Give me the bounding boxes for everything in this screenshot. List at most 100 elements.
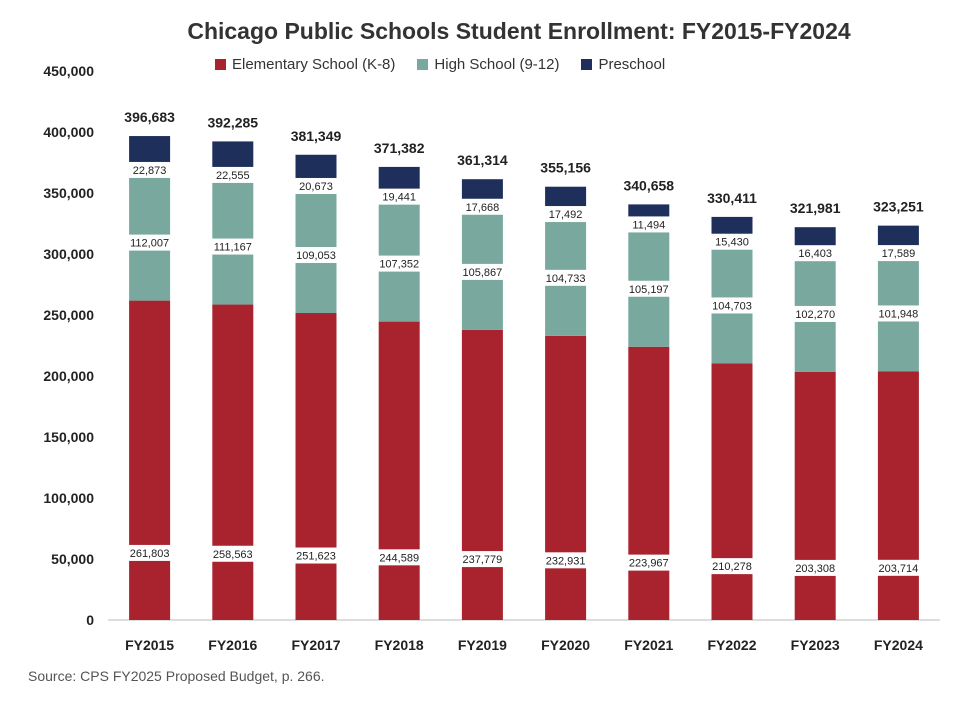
data-label-elementary-bg	[872, 559, 925, 576]
bar-segment-elementary	[711, 363, 753, 620]
data-label-preschool: 17,589	[882, 248, 916, 260]
data-label-preschool: 17,668	[466, 202, 500, 214]
data-label-high-school-bg	[456, 263, 509, 280]
data-label-high-school-bg	[872, 305, 925, 322]
data-label-preschool: 19,441	[382, 192, 416, 204]
data-label-elementary: 210,278	[712, 561, 752, 573]
data-label-high-school-bg	[289, 247, 343, 264]
x-tick-label: FY2020	[541, 637, 590, 653]
bar-segment-preschool	[129, 136, 171, 164]
data-label-elementary: 203,714	[879, 563, 919, 575]
y-tick-label: 400,000	[43, 124, 94, 140]
data-label-preschool-bg	[126, 161, 173, 178]
data-label-preschool: 11,494	[632, 219, 665, 231]
data-label-high-school: 104,733	[546, 273, 586, 285]
data-label-preschool-bg	[376, 188, 422, 205]
data-label-preschool-bg	[792, 245, 838, 262]
x-tick-label: FY2021	[624, 637, 673, 653]
data-label-preschool: 15,430	[715, 237, 749, 249]
bar-segment-elementary	[628, 346, 670, 620]
data-label-elementary-bg	[456, 551, 509, 568]
data-label-high-school-bg	[705, 297, 759, 314]
data-label-elementary-bg	[705, 558, 759, 575]
bar-segment-elementary	[129, 300, 171, 620]
y-tick-label: 100,000	[43, 490, 94, 506]
x-tick-label: FY2018	[375, 637, 424, 653]
y-tick-label: 300,000	[43, 246, 94, 262]
data-label-high-school-bg	[373, 255, 426, 272]
data-label-high-school: 105,867	[463, 267, 503, 279]
data-label-high-school: 109,053	[296, 250, 336, 262]
bar-segment-preschool	[877, 225, 919, 248]
x-tick-label: FY2016	[208, 637, 257, 653]
data-label-total: 392,285	[207, 114, 258, 130]
x-tick-label: FY2017	[291, 637, 340, 653]
y-tick-label: 50,000	[51, 551, 94, 567]
data-label-elementary: 223,967	[629, 558, 669, 570]
data-label-preschool: 17,492	[549, 209, 583, 221]
bar-segment-preschool	[628, 204, 670, 219]
data-label-elementary-bg	[373, 549, 426, 566]
data-label-preschool-bg	[626, 216, 672, 233]
legend-item-high-school: High School (9-12)	[417, 56, 559, 73]
legend-swatch-high-school	[417, 59, 429, 70]
data-label-preschool-bg	[459, 198, 506, 215]
data-label-elementary-bg	[539, 552, 592, 569]
data-label-elementary: 251,623	[296, 551, 336, 563]
bar-segment-high-school	[295, 179, 337, 314]
x-tick-label: FY2015	[125, 637, 174, 653]
bar-segment-elementary	[545, 335, 587, 620]
x-tick-label: FY2019	[458, 637, 507, 653]
y-tick-label: 150,000	[43, 429, 94, 445]
data-label-elementary: 203,308	[795, 563, 835, 575]
data-label-high-school-bg	[206, 238, 259, 255]
bar-segment-elementary	[461, 329, 503, 620]
legend-item-preschool: Preschool	[581, 56, 665, 73]
bar-segment-high-school	[129, 163, 171, 301]
legend: Elementary School (K-8) High School (9-1…	[215, 56, 665, 73]
y-tick-label: 200,000	[43, 368, 94, 384]
legend-swatch-preschool	[581, 59, 593, 70]
data-label-preschool: 16,403	[798, 248, 832, 260]
data-label-total: 323,251	[873, 199, 924, 215]
x-tick-label: FY2024	[874, 637, 923, 653]
data-label-preschool-bg	[293, 177, 339, 194]
legend-item-elementary: Elementary School (K-8)	[215, 56, 395, 73]
data-label-elementary-bg	[206, 545, 259, 562]
data-label-total: 381,349	[291, 128, 342, 144]
data-label-elementary-bg	[622, 554, 675, 571]
data-label-high-school: 102,270	[795, 309, 835, 321]
data-label-total: 330,411	[707, 190, 757, 206]
data-label-high-school: 101,948	[879, 308, 919, 320]
x-tick-label: FY2023	[791, 637, 840, 653]
data-label-elementary: 237,779	[463, 554, 503, 566]
data-label-preschool-bg	[210, 166, 256, 183]
y-tick-label: 250,000	[43, 307, 94, 323]
data-label-high-school-bg	[123, 234, 176, 251]
data-label-elementary: 258,563	[213, 549, 253, 561]
data-label-total: 321,981	[790, 200, 841, 216]
data-label-preschool-bg	[542, 206, 589, 223]
data-label-total: 340,658	[623, 177, 674, 193]
data-label-elementary: 261,803	[130, 548, 170, 560]
bar-segment-preschool	[378, 166, 420, 191]
data-label-preschool-bg	[709, 233, 755, 250]
bar-segment-elementary	[378, 321, 420, 620]
data-label-preschool: 22,873	[133, 165, 167, 177]
data-label-high-school: 104,703	[712, 300, 752, 312]
bar-segment-preschool	[794, 227, 836, 248]
y-tick-label: 350,000	[43, 185, 94, 201]
bar-segment-elementary	[877, 371, 919, 620]
data-label-high-school-bg	[622, 280, 675, 297]
data-label-preschool: 22,555	[216, 170, 250, 182]
legend-label-high-school: High School (9-12)	[434, 56, 560, 73]
x-tick-label: FY2022	[707, 637, 756, 653]
bar-segment-high-school	[212, 168, 254, 305]
bar-segment-elementary	[295, 313, 337, 620]
data-label-elementary-bg	[289, 547, 343, 564]
bar-segment-elementary	[794, 371, 836, 620]
legend-label-preschool: Preschool	[598, 56, 666, 73]
data-label-elementary: 244,589	[379, 552, 419, 564]
data-label-preschool: 20,673	[299, 181, 333, 193]
data-label-elementary-bg	[123, 544, 176, 561]
